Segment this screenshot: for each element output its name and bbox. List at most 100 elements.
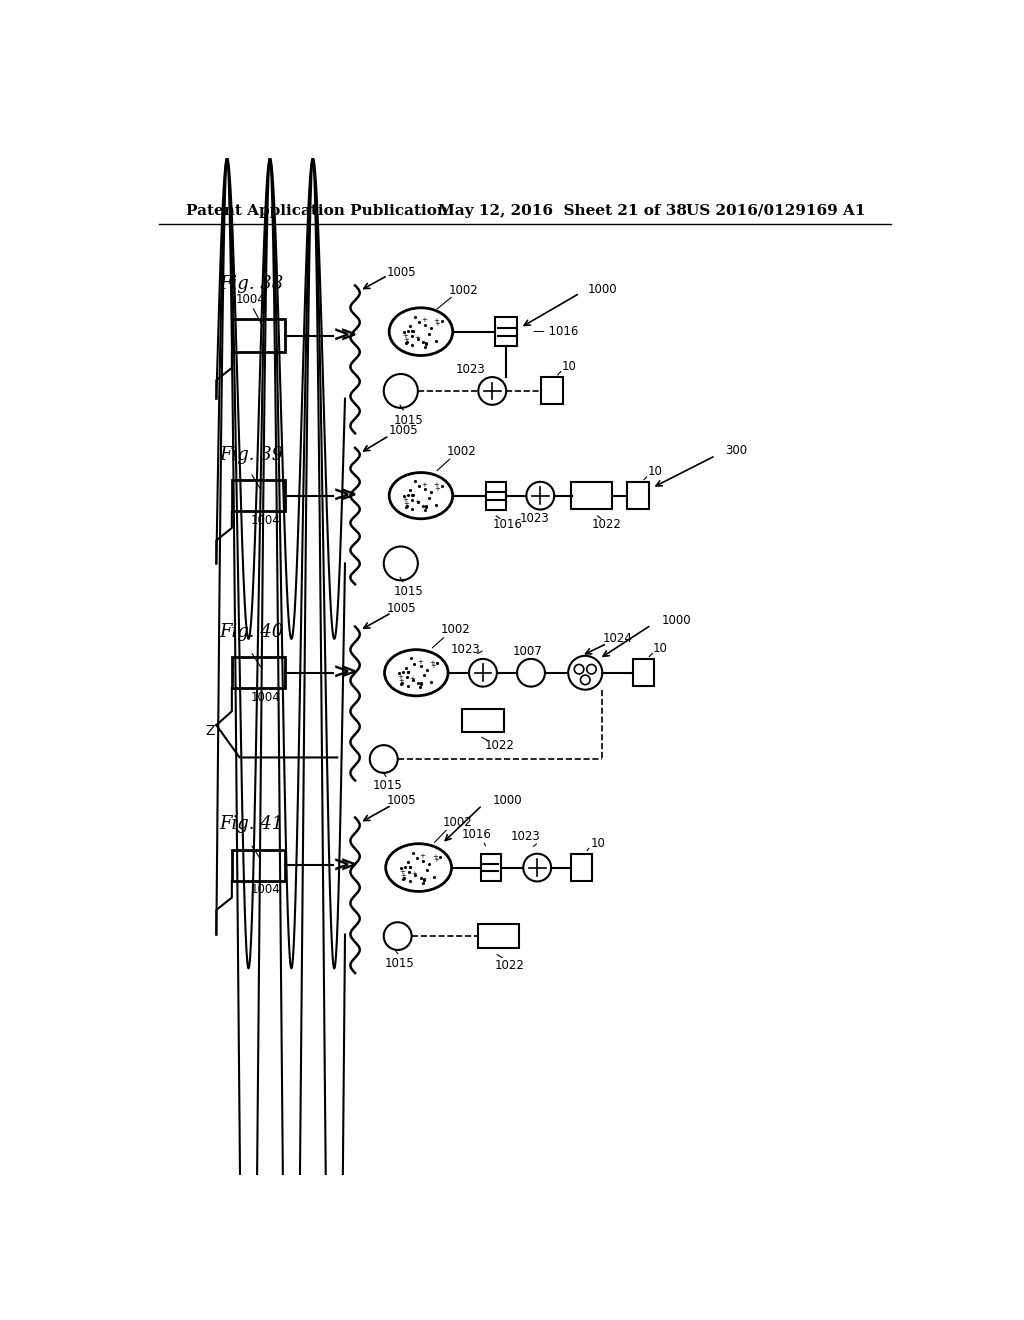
- Text: 10: 10: [561, 360, 577, 372]
- Text: 1015: 1015: [393, 413, 424, 426]
- Text: +: +: [433, 857, 439, 863]
- Text: +: +: [432, 854, 438, 861]
- Bar: [231, 657, 285, 688]
- Bar: [478, 924, 518, 949]
- Bar: [571, 482, 611, 510]
- Text: +: +: [412, 871, 418, 876]
- Text: 1007: 1007: [512, 644, 542, 657]
- Text: >: >: [339, 663, 356, 682]
- Text: 1002: 1002: [442, 816, 472, 829]
- Text: 10: 10: [653, 642, 668, 655]
- Ellipse shape: [389, 473, 453, 519]
- Text: Fig. 41: Fig. 41: [219, 816, 284, 833]
- Text: +: +: [410, 676, 416, 681]
- Text: +: +: [417, 659, 423, 665]
- Text: 1002: 1002: [440, 623, 470, 636]
- Text: +: +: [401, 334, 408, 339]
- Bar: [633, 659, 654, 686]
- Text: May 12, 2016  Sheet 21 of 38: May 12, 2016 Sheet 21 of 38: [438, 203, 687, 218]
- Text: +: +: [399, 870, 404, 875]
- Ellipse shape: [386, 843, 452, 891]
- Text: +: +: [398, 677, 404, 684]
- Text: >: >: [333, 855, 350, 875]
- Text: +: +: [401, 498, 408, 503]
- Text: 1022: 1022: [496, 958, 525, 972]
- Bar: [231, 480, 285, 511]
- Text: +: +: [435, 321, 440, 327]
- Text: Z: Z: [206, 723, 215, 738]
- Text: 1015: 1015: [384, 957, 414, 970]
- Circle shape: [478, 378, 506, 405]
- Text: +: +: [414, 335, 420, 341]
- Bar: [480, 854, 501, 882]
- Circle shape: [568, 656, 602, 689]
- Text: 1004: 1004: [251, 690, 281, 704]
- Text: >: >: [333, 326, 350, 346]
- Circle shape: [587, 664, 596, 675]
- Text: 1000: 1000: [493, 795, 522, 807]
- Text: 1002: 1002: [449, 284, 478, 297]
- Text: 1005: 1005: [387, 265, 417, 279]
- Text: Patent Application Publication: Patent Application Publication: [186, 203, 449, 218]
- Text: +: +: [435, 486, 440, 491]
- Circle shape: [469, 659, 497, 686]
- Ellipse shape: [385, 649, 449, 696]
- Text: 1004: 1004: [251, 883, 281, 896]
- Text: Fig. 40: Fig. 40: [219, 623, 284, 642]
- Text: 1000: 1000: [588, 282, 617, 296]
- Text: >: >: [333, 486, 350, 506]
- Circle shape: [574, 664, 584, 675]
- Bar: [462, 709, 504, 733]
- Circle shape: [526, 482, 554, 510]
- Text: +: +: [419, 853, 425, 859]
- Text: >: >: [333, 663, 350, 682]
- Text: 1024: 1024: [603, 632, 633, 645]
- Circle shape: [523, 854, 551, 882]
- Text: 1023: 1023: [519, 512, 549, 525]
- Text: 1004: 1004: [251, 513, 281, 527]
- Text: +: +: [433, 318, 439, 325]
- Text: 1002: 1002: [447, 445, 477, 458]
- Text: 300: 300: [725, 445, 746, 458]
- Text: 1016: 1016: [493, 519, 522, 532]
- Text: +: +: [433, 482, 439, 488]
- Text: >: >: [339, 326, 356, 346]
- Text: 10: 10: [647, 465, 663, 478]
- Text: 1016: 1016: [462, 828, 492, 841]
- Text: >: >: [339, 855, 356, 875]
- Text: +: +: [400, 873, 407, 879]
- Circle shape: [384, 923, 412, 950]
- Circle shape: [384, 546, 418, 581]
- Text: 1005: 1005: [387, 795, 417, 807]
- Text: +: +: [430, 663, 436, 669]
- Text: 1023: 1023: [451, 643, 481, 656]
- Circle shape: [581, 675, 590, 685]
- Text: 1005: 1005: [388, 425, 418, 437]
- Text: 1000: 1000: [662, 614, 691, 627]
- Bar: [486, 482, 506, 510]
- Text: +: +: [414, 499, 420, 504]
- Bar: [570, 854, 592, 880]
- Text: 1015: 1015: [393, 585, 424, 598]
- Bar: [231, 850, 285, 880]
- Text: 1004: 1004: [236, 293, 265, 306]
- Text: 1022: 1022: [592, 519, 622, 532]
- Text: — 1016: — 1016: [534, 325, 579, 338]
- Text: +: +: [397, 675, 403, 680]
- Circle shape: [384, 374, 418, 408]
- Text: +: +: [422, 482, 427, 488]
- Text: 1015: 1015: [373, 779, 402, 792]
- Ellipse shape: [389, 308, 453, 355]
- Text: +: +: [403, 500, 410, 507]
- Bar: [541, 378, 563, 404]
- Text: 10: 10: [591, 837, 606, 850]
- Text: 1023: 1023: [456, 363, 485, 376]
- Bar: [496, 317, 517, 346]
- Bar: [627, 482, 649, 510]
- Circle shape: [517, 659, 545, 686]
- Text: +: +: [403, 337, 410, 343]
- Text: >: >: [339, 486, 356, 506]
- Text: +: +: [429, 660, 435, 665]
- Text: US 2016/0129169 A1: US 2016/0129169 A1: [686, 203, 865, 218]
- Text: Fig. 39: Fig. 39: [219, 446, 284, 463]
